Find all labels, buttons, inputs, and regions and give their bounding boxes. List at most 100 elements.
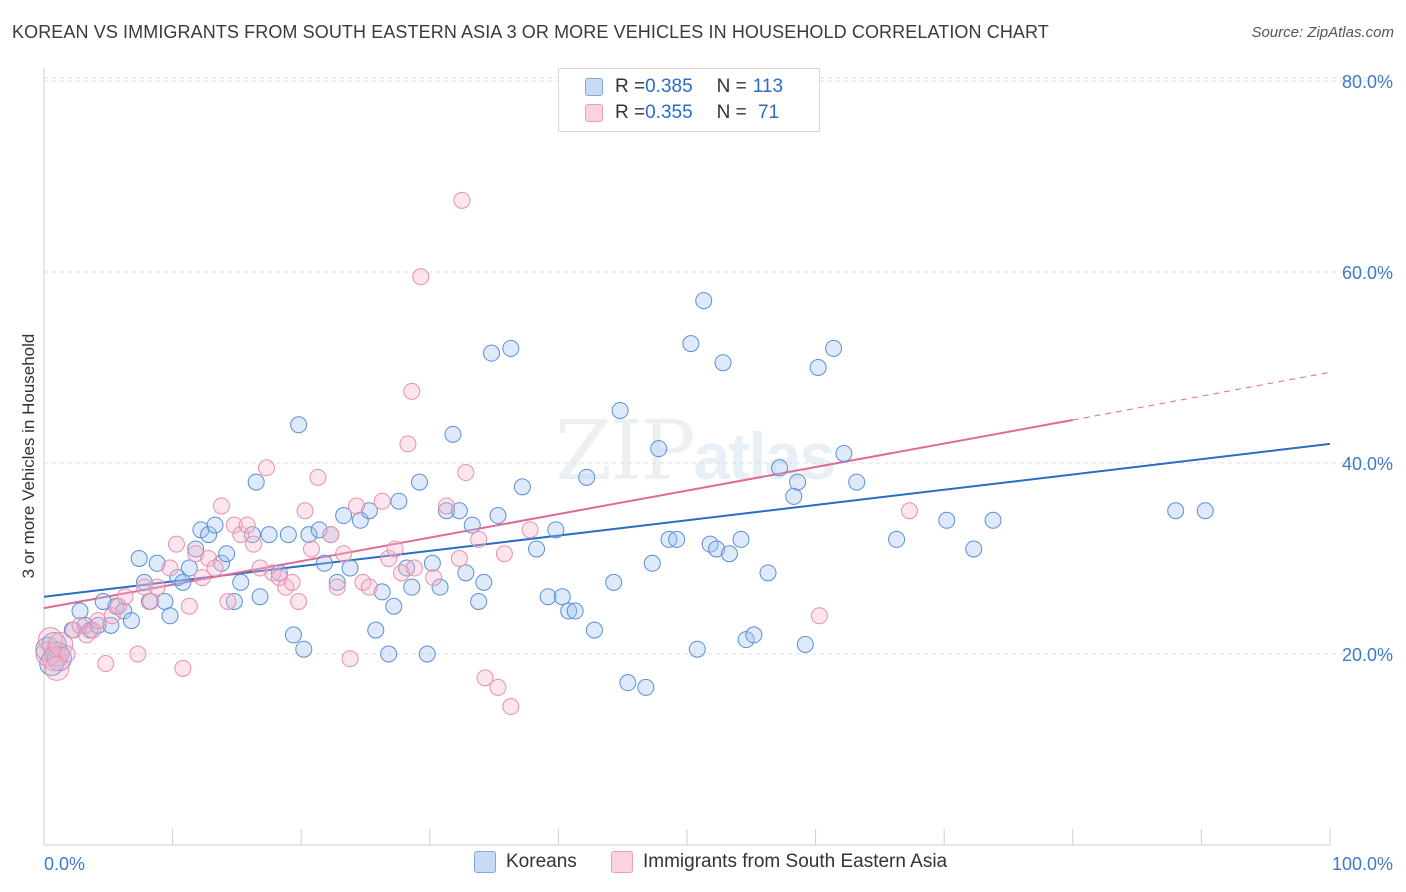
point-koreans [539,588,557,606]
point-koreans [418,645,436,663]
point-immigrants [360,578,378,596]
point-koreans [351,511,369,529]
point-koreans [483,344,501,362]
series-legend-label: Koreans [506,851,577,872]
point-koreans [335,507,353,525]
point-koreans [380,645,398,663]
point-immigrants [302,540,320,558]
point-koreans [232,573,250,591]
point-immigrants [48,631,74,657]
point-koreans [300,526,318,544]
point-koreans [789,473,807,491]
point-koreans [367,621,385,639]
point-koreans [605,573,623,591]
point-immigrants [161,559,179,577]
point-immigrants [180,597,198,615]
point-koreans [1196,502,1214,520]
chart-title: KOREAN VS IMMIGRANTS FROM SOUTH EASTERN … [12,22,1049,42]
point-immigrants [810,607,828,625]
y-axis-label: 3 or more Vehicles in Household [19,334,38,579]
legend-swatch-immigrants [585,104,603,122]
point-immigrants [212,497,230,515]
series-swatch-koreans [474,851,496,873]
point-koreans [295,640,313,658]
legend-r-value: 0.385 [645,76,693,97]
point-koreans [732,530,750,548]
point-koreans [528,540,546,558]
point-koreans [206,516,224,534]
point-koreans [328,573,346,591]
legend-r-label: R = [615,102,646,123]
legend-row-immigrants: R = 0.355 N = 71 [585,101,779,125]
point-immigrants [71,616,89,634]
point-immigrants [322,526,340,544]
point-koreans [888,530,906,548]
point-immigrants [495,545,513,563]
point-koreans [284,626,302,644]
point-immigrants [476,669,494,687]
point-immigrants [900,502,918,520]
point-immigrants [174,659,192,677]
point-immigrants [238,516,256,534]
correlation-legend: R = 0.385 N = 113 R = 0.355 N = 71 [558,68,820,132]
point-koreans [200,526,218,544]
point-koreans [796,635,814,653]
x-tick-label: 100.0% [1332,854,1393,874]
point-immigrants [489,678,507,696]
point-koreans [44,641,70,667]
axes [43,68,1331,846]
trend-line-koreans [43,442,1331,598]
point-koreans [360,502,378,520]
x-tick-label: 0.0% [44,854,85,874]
point-immigrants [257,459,275,477]
point-koreans [984,511,1002,529]
point-koreans [825,339,843,357]
point-koreans [475,573,493,591]
point-koreans [695,292,713,310]
point-immigrants [457,464,475,482]
point-immigrants [283,573,301,591]
legend-r-label: R = [615,76,646,97]
point-immigrants [405,559,423,577]
point-immigrants [116,588,134,606]
legend-n-value: 113 [752,76,784,97]
y-tick-label: 60.0% [1342,263,1393,283]
point-koreans [247,473,265,491]
point-koreans [585,621,603,639]
point-koreans [218,545,236,563]
point-koreans [489,507,507,525]
point-immigrants [393,564,411,582]
point-koreans [566,602,584,620]
point-koreans [315,554,333,572]
point-immigrants [97,655,115,673]
point-koreans [619,674,637,692]
point-immigrants [296,502,314,520]
series-legend-immigrants: Immigrants from South Eastern Asia [611,851,947,873]
point-immigrants [450,550,468,567]
point-immigrants [89,612,107,630]
point-koreans [161,607,179,625]
point-immigrants [290,592,308,610]
point-immigrants [129,645,147,663]
point-immigrants [219,592,237,610]
point-koreans [385,597,403,615]
point-immigrants [103,607,121,625]
y-tick-label: 20.0% [1342,645,1393,665]
point-immigrants [148,578,166,596]
point-immigrants [438,497,456,515]
y-tick-label: 40.0% [1342,454,1393,474]
point-koreans [668,530,686,548]
point-koreans [390,492,408,510]
point-immigrants [193,569,211,587]
point-immigrants [380,550,398,567]
point-koreans [444,425,462,443]
trend-line-immigrants-extension [1072,371,1331,421]
series-legend: Koreans Immigrants from South Eastern As… [0,851,1406,877]
trend-line-immigrants [43,419,1073,610]
point-immigrants [502,698,520,716]
point-koreans [130,550,148,567]
legend-n-label: N = [716,76,747,97]
watermark: ZIPatlas [555,404,836,499]
watermark-main: ZIP [555,404,696,499]
